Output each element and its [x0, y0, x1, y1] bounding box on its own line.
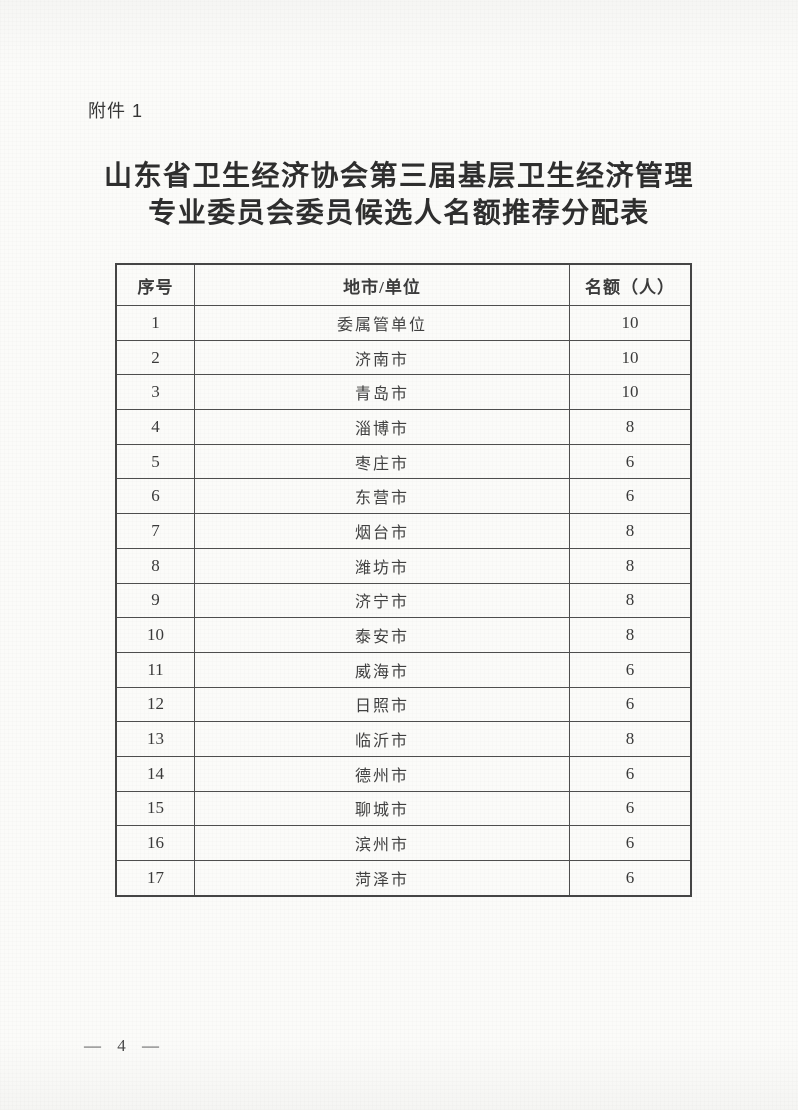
- table-row: 3 青岛市 10: [115, 374, 692, 411]
- row-quota-cell: 10: [569, 374, 692, 411]
- table-row: 11 威海市 6: [115, 651, 692, 688]
- row-unit-cell: 济南市: [194, 339, 570, 376]
- row-quota-cell: 10: [569, 339, 692, 376]
- row-unit-cell: 日照市: [194, 686, 570, 723]
- row-unit-cell: 委属管单位: [194, 305, 570, 341]
- table-body: 1 委属管单位 10 2 济南市 10 3 青岛市 10 4 淄博市 8 5 枣…: [115, 305, 692, 897]
- row-quota-cell: 6: [569, 825, 692, 861]
- row-unit-cell: 泰安市: [194, 617, 570, 653]
- row-quota-cell: 8: [569, 617, 692, 653]
- row-unit-cell: 菏泽市: [194, 859, 570, 897]
- table-row: 16 滨州市 6: [115, 825, 692, 861]
- row-quota-cell: 8: [569, 547, 692, 584]
- row-quota-cell: 8: [569, 513, 692, 549]
- document-title-line-2: 专业委员会委员候选人名额推荐分配表: [148, 198, 650, 229]
- table-header: 序号 地市/单位 名额（人）: [115, 263, 692, 306]
- quota-allocation-table: 序号 地市/单位 名额（人） 1 委属管单位 10 2 济南市 10 3 青岛市…: [115, 263, 692, 897]
- table-row: 8 潍坊市 8: [115, 547, 692, 584]
- row-unit-cell: 青岛市: [194, 374, 570, 411]
- row-serial-cell: 8: [115, 547, 195, 584]
- row-quota-cell: 6: [569, 755, 692, 792]
- row-serial-cell: 17: [115, 859, 195, 897]
- table-row: 17 菏泽市 6: [115, 859, 692, 897]
- row-quota-cell: 6: [569, 790, 692, 827]
- attachment-label: 附件 1: [88, 101, 144, 121]
- document-title: 山东省卫生经济协会第三届基层卫生经济管理 专业委员会委员候选人名额推荐分配表: [0, 158, 798, 232]
- row-serial-cell: 16: [115, 825, 195, 861]
- row-unit-cell: 聊城市: [194, 790, 570, 827]
- header-city-unit: 地市/单位: [194, 263, 570, 306]
- row-serial-cell: 2: [115, 339, 195, 376]
- row-quota-cell: 6: [569, 686, 692, 723]
- table-row: 1 委属管单位 10: [115, 305, 692, 341]
- row-unit-cell: 潍坊市: [194, 547, 570, 584]
- row-quota-cell: 8: [569, 582, 692, 619]
- row-serial-cell: 4: [115, 409, 195, 445]
- row-serial-cell: 10: [115, 617, 195, 653]
- table-row: 15 聊城市 6: [115, 790, 692, 827]
- page-number: — 4 —: [84, 1036, 165, 1055]
- table-row: 13 临沂市 8: [115, 721, 692, 757]
- row-quota-cell: 8: [569, 409, 692, 445]
- header-quota: 名额（人）: [569, 263, 692, 306]
- row-unit-cell: 东营市: [194, 478, 570, 515]
- row-quota-cell: 6: [569, 859, 692, 897]
- row-quota-cell: 6: [569, 478, 692, 515]
- row-unit-cell: 德州市: [194, 755, 570, 792]
- table-row: 12 日照市 6: [115, 686, 692, 723]
- row-serial-cell: 3: [115, 374, 195, 411]
- row-unit-cell: 临沂市: [194, 721, 570, 757]
- row-quota-cell: 6: [569, 651, 692, 688]
- row-unit-cell: 威海市: [194, 651, 570, 688]
- row-unit-cell: 枣庄市: [194, 443, 570, 480]
- table-row: 6 东营市 6: [115, 478, 692, 515]
- row-serial-cell: 11: [115, 651, 195, 688]
- row-unit-cell: 济宁市: [194, 582, 570, 619]
- table-row: 14 德州市 6: [115, 755, 692, 792]
- row-serial-cell: 9: [115, 582, 195, 619]
- row-serial-cell: 12: [115, 686, 195, 723]
- table-row: 2 济南市 10: [115, 339, 692, 376]
- row-serial-cell: 15: [115, 790, 195, 827]
- table-row: 4 淄博市 8: [115, 409, 692, 445]
- row-unit-cell: 淄博市: [194, 409, 570, 445]
- row-quota-cell: 6: [569, 443, 692, 480]
- document-title-line-1: 山东省卫生经济协会第三届基层卫生经济管理: [103, 161, 694, 192]
- table-row: 10 泰安市 8: [115, 617, 692, 653]
- row-serial-cell: 7: [115, 513, 195, 549]
- header-serial-number: 序号: [115, 263, 195, 306]
- row-serial-cell: 5: [115, 443, 195, 480]
- row-unit-cell: 滨州市: [194, 825, 570, 861]
- row-serial-cell: 1: [115, 305, 195, 341]
- table-row: 7 烟台市 8: [115, 513, 692, 549]
- row-quota-cell: 8: [569, 721, 692, 757]
- table-header-row: 序号 地市/单位 名额（人）: [115, 263, 692, 306]
- row-unit-cell: 烟台市: [194, 513, 570, 549]
- row-serial-cell: 6: [115, 478, 195, 515]
- row-serial-cell: 13: [115, 721, 195, 757]
- row-serial-cell: 14: [115, 755, 195, 792]
- row-quota-cell: 10: [569, 305, 692, 341]
- table-row: 5 枣庄市 6: [115, 443, 692, 480]
- table-row: 9 济宁市 8: [115, 582, 692, 619]
